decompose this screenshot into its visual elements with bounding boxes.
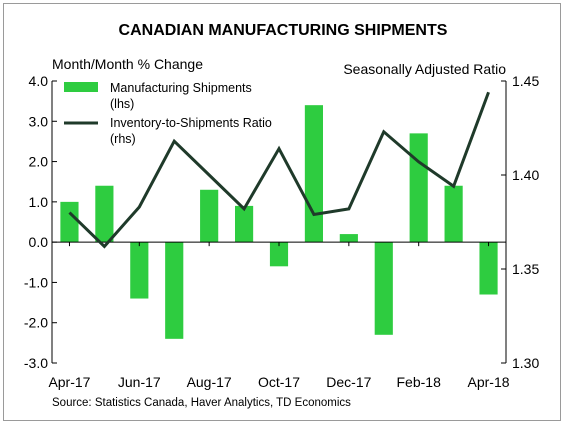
bar-11 <box>444 185 463 243</box>
bar-10 <box>409 133 428 243</box>
x-tick-label-3: Oct-17 <box>258 374 300 390</box>
legend-label-bars: Manufacturing Shipments <box>110 81 252 95</box>
x-tick-label-1: Jun-17 <box>118 374 161 390</box>
source-note: Source: Statistics Canada, Haver Analyti… <box>52 397 351 409</box>
left-tick-label-4: 0.0 <box>29 234 49 250</box>
x-tick-label-6: Apr-18 <box>468 374 510 390</box>
left-tick-label-6: -2.0 <box>24 315 48 331</box>
right-tick-label-2: 1.35 <box>512 261 539 277</box>
x-tick-label-2: Aug-17 <box>187 374 232 390</box>
bar-0 <box>60 201 79 243</box>
bar-4 <box>200 189 219 243</box>
bar-3 <box>165 242 184 339</box>
x-tick-label-4: Dec-17 <box>326 374 371 390</box>
legend-label-line: Inventory-to-Shipments Ratio <box>110 116 272 130</box>
legend-label-bars-axis: (lhs) <box>110 97 134 111</box>
bar-1 <box>95 185 114 243</box>
right-tick-label-0: 1.45 <box>512 73 539 89</box>
bar-8 <box>339 234 358 243</box>
bar-6 <box>269 242 289 267</box>
legend-label-line-axis: (rhs) <box>110 132 136 146</box>
bar-7 <box>304 105 323 243</box>
left-tick-label-0: 4.0 <box>29 73 49 89</box>
line-series <box>68 91 490 249</box>
bar-5 <box>235 205 254 243</box>
right-tick-label-1: 1.40 <box>512 167 539 183</box>
chart-title: CANADIAN MANUFACTURING SHIPMENTS <box>119 22 448 39</box>
bar-12 <box>479 242 498 295</box>
left-tick-label-2: 2.0 <box>29 154 49 170</box>
right-tick-label-3: 1.30 <box>512 355 539 371</box>
bar-9 <box>374 242 393 335</box>
x-tick-label-0: Apr-17 <box>48 374 90 390</box>
axes: 4.0 3.0 2.0 1.0 0.0 -1.0 -2.0 -3.0 1.45 1.40 1.35 1… <box>24 73 540 390</box>
chart-frame <box>3 3 561 421</box>
left-tick-label-1: 3.0 <box>29 113 49 129</box>
bar-series <box>60 105 498 339</box>
legend: Manufacturing Shipments (lhs) Inventory-… <box>64 81 272 146</box>
bar-2 <box>130 242 149 299</box>
left-tick-label-7: -3.0 <box>24 355 48 371</box>
legend-swatch-bars <box>64 82 98 92</box>
right-axis-label: Seasonally Adjusted Ratio <box>343 61 506 77</box>
left-tick-label-5: -1.0 <box>24 274 48 290</box>
x-tick-label-5: Feb-18 <box>397 374 442 390</box>
left-tick-label-3: 1.0 <box>29 194 49 210</box>
left-axis-label: Month/Month % Change <box>52 56 203 72</box>
